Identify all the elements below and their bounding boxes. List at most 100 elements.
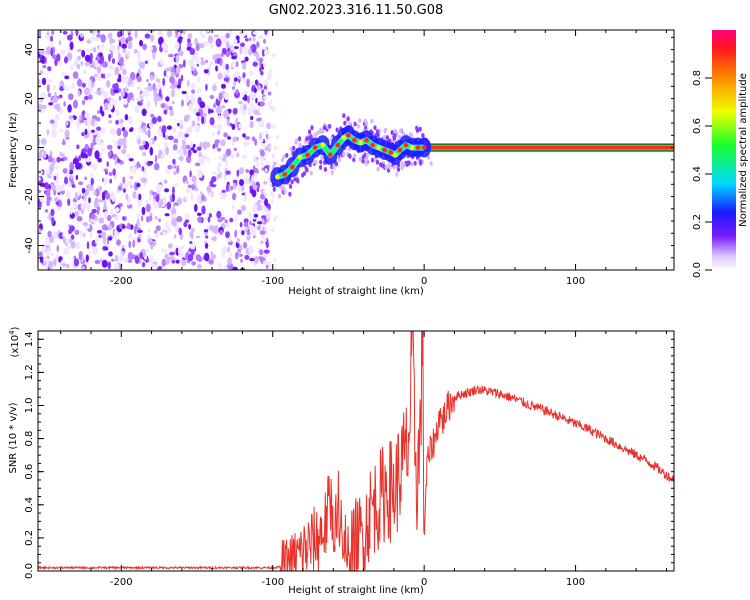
noise-speck <box>232 107 238 115</box>
noise-speck <box>233 46 239 50</box>
noise-speck <box>66 190 70 199</box>
noise-speck <box>38 203 42 208</box>
noise-speck <box>216 174 220 180</box>
noise-speck <box>149 46 153 51</box>
noise-speck <box>101 260 108 268</box>
noise-speck <box>221 104 226 109</box>
noise-speck <box>194 124 201 133</box>
noise-speck <box>186 79 190 87</box>
noise-speck <box>104 192 111 200</box>
noise-speck <box>264 88 268 94</box>
y-tick-label: 0.8 <box>24 431 35 447</box>
noise-speck <box>172 186 175 195</box>
noise-speck <box>269 145 273 150</box>
noise-speck <box>58 40 62 46</box>
noise-speck <box>255 79 258 86</box>
x-tick-label: -100 <box>261 577 284 588</box>
noise-speck <box>157 84 160 92</box>
y-tick-label: 0.2 <box>24 530 35 546</box>
noise-speck <box>263 38 266 44</box>
noise-speck <box>83 69 87 75</box>
noise-speck <box>197 115 200 122</box>
y-tick-label: 0.6 <box>24 464 35 480</box>
noise-speck <box>194 52 199 59</box>
noise-speck <box>259 249 264 256</box>
noise-speck <box>56 245 59 252</box>
noise-speck <box>160 103 166 109</box>
noise-speck <box>111 194 116 202</box>
noise-speck <box>189 240 193 245</box>
noise-speck <box>154 233 160 239</box>
noise-speck <box>112 129 118 134</box>
noise-speck <box>223 92 230 101</box>
noise-speck <box>181 99 184 107</box>
noise-speck <box>238 76 242 80</box>
noise-speck <box>259 101 265 107</box>
noise-speck <box>229 263 234 270</box>
noise-speck <box>116 158 121 164</box>
noise-speck <box>227 136 232 140</box>
noise-speck <box>238 100 243 105</box>
noise-speck <box>109 37 113 45</box>
noise-speck <box>167 164 173 170</box>
noise-speck <box>186 92 189 101</box>
track-spread <box>293 176 297 182</box>
noise-speck <box>49 119 55 124</box>
noise-speck <box>59 80 65 88</box>
noise-speck <box>192 63 198 69</box>
noise-speck <box>114 157 118 166</box>
noise-speck <box>212 84 217 92</box>
noise-speck <box>74 241 81 250</box>
noise-speck <box>41 245 47 253</box>
noise-speck <box>236 152 240 158</box>
noise-speck <box>191 175 197 183</box>
noise-speck <box>157 30 161 36</box>
noise-speck <box>74 210 79 217</box>
noise-speck <box>144 88 150 97</box>
track-spread <box>308 129 312 135</box>
noise-speck <box>189 170 192 178</box>
noise-speck <box>127 81 131 87</box>
noise-speck <box>275 82 279 87</box>
noise-speck <box>94 59 99 69</box>
noise-speck <box>273 264 277 269</box>
noise-speck <box>263 249 270 254</box>
noise-speck <box>203 229 209 233</box>
noise-speck <box>108 53 111 62</box>
snr-frame <box>37 330 675 572</box>
noise-speck <box>146 79 149 82</box>
track-spread <box>421 133 425 138</box>
noise-speck <box>39 49 45 56</box>
colorbar-label: Normalized spectral amplitude <box>738 73 749 227</box>
noise-speck <box>271 192 275 198</box>
noise-speck <box>108 171 113 177</box>
noise-speck <box>177 123 180 127</box>
noise-speck <box>255 51 259 60</box>
noise-speck <box>97 116 101 122</box>
noise-speck <box>147 238 153 244</box>
noise-speck <box>164 135 169 141</box>
noise-speck <box>145 203 151 213</box>
noise-speck <box>107 261 111 270</box>
noise-speck <box>190 147 195 151</box>
track-spread <box>356 123 360 129</box>
noise-speck <box>233 147 237 152</box>
noise-speck <box>84 176 88 180</box>
noise-speck <box>207 192 213 196</box>
y-tick-label: 1.0 <box>24 398 35 414</box>
noise-speck <box>76 79 83 87</box>
noise-speck <box>240 258 243 263</box>
noise-speck <box>94 259 101 265</box>
colorbar-tick-label: 0.4 <box>692 166 703 182</box>
noise-speck <box>86 241 90 250</box>
noise-speck <box>138 124 142 134</box>
noise-speck <box>241 110 246 116</box>
noise-speck <box>263 190 266 195</box>
x-tick-label: 0 <box>421 276 427 287</box>
noise-speck <box>77 190 81 197</box>
noise-speck <box>176 215 183 223</box>
noise-speck <box>188 59 194 66</box>
noise-speck <box>253 213 259 218</box>
noise-speck <box>147 129 151 138</box>
track-spread <box>390 130 394 135</box>
